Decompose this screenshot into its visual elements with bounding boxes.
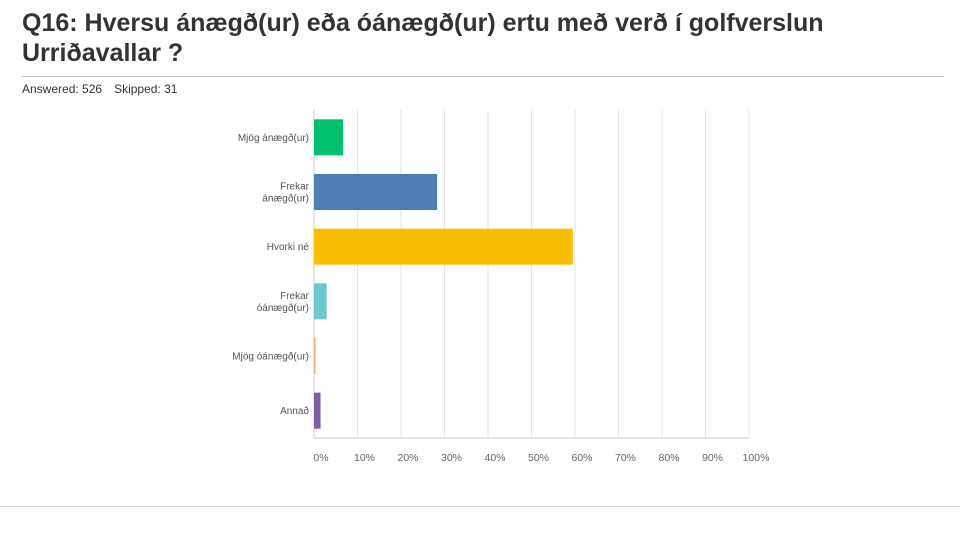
y-category-label: Frekar: [280, 291, 310, 302]
x-tick-label: 80%: [658, 452, 679, 464]
x-tick-label: 30%: [441, 452, 462, 464]
x-tick-label: 90%: [702, 452, 723, 464]
x-tick-label: 50%: [528, 452, 549, 464]
answered-count: Answered: 526: [22, 82, 103, 96]
bar: [314, 174, 438, 210]
question-title: Q16: Hversu ánægð(ur) eða óánægð(ur) ert…: [22, 9, 824, 67]
bar: [314, 228, 573, 265]
y-category-label: Annað: [280, 405, 309, 417]
y-category-label: ánægð(ur): [262, 193, 309, 205]
bar: [314, 338, 316, 374]
bar: [314, 283, 327, 320]
title-divider: [22, 76, 944, 77]
x-tick-label: 40%: [484, 452, 505, 464]
x-tick-label: 20%: [397, 452, 418, 464]
footer-divider: [0, 506, 960, 507]
x-tick-label: 70%: [615, 452, 636, 464]
x-tick-label: 10%: [354, 452, 375, 464]
x-tick-label: 0%: [313, 452, 328, 464]
y-category-label: Frekar: [280, 182, 310, 193]
response-stats: Answered: 526 Skipped: 31: [22, 82, 177, 96]
bar: [314, 119, 344, 156]
y-category-label: Mjög ánægð(ur): [238, 132, 309, 144]
y-category-label: Mjög óánægð(ur): [232, 351, 309, 363]
skipped-count: Skipped: 31: [114, 82, 178, 96]
bar: [314, 392, 321, 429]
x-tick-label: 60%: [571, 452, 592, 464]
y-category-label: Hvorki né: [267, 242, 310, 253]
y-category-label: óánægð(ur): [257, 302, 309, 314]
x-tick-label: 100%: [743, 452, 770, 464]
